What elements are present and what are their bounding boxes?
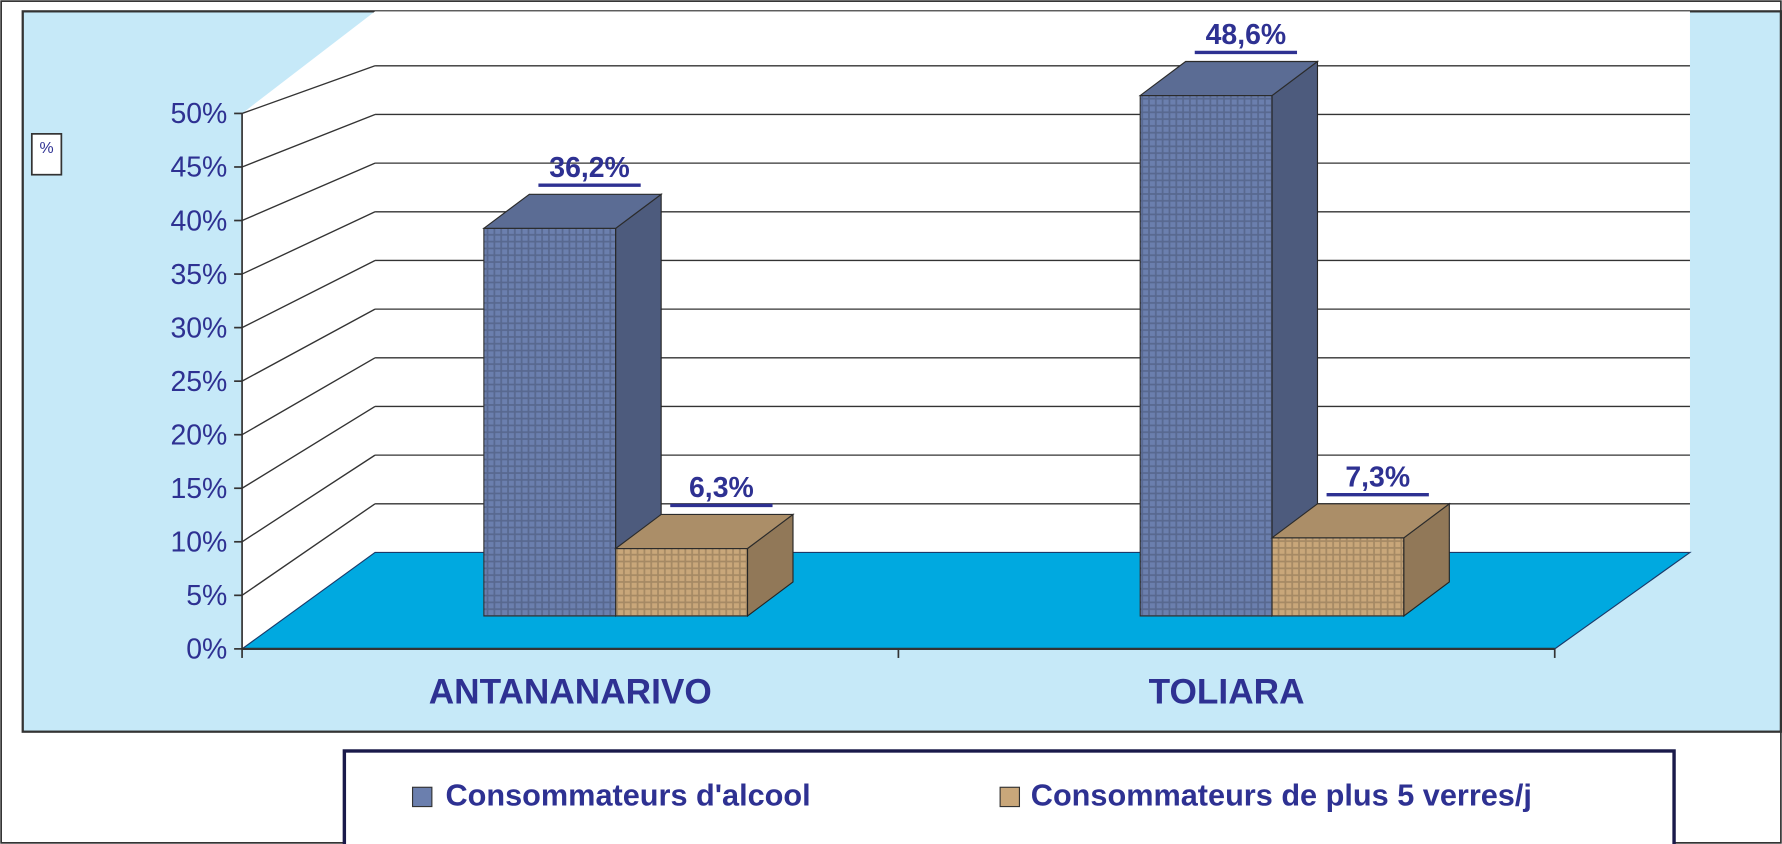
y-tick-label: 15%: [170, 473, 227, 505]
x-tick-label: TOLIARA: [1149, 673, 1305, 712]
y-tick-label: 40%: [170, 205, 227, 237]
bar-top: [1270, 503, 1452, 539]
value-label: 7,3%: [1345, 461, 1410, 493]
grid-line: [241, 357, 376, 436]
y-tick-label: 30%: [170, 312, 227, 344]
grid-line: [241, 162, 376, 222]
y-tick-label: 25%: [170, 366, 227, 398]
y-label-box: [30, 133, 63, 176]
legend-swatch: [999, 786, 1021, 808]
grid-line: [241, 454, 376, 543]
bar-texture: [483, 228, 616, 616]
grid-line: [241, 259, 376, 329]
grid-line: [241, 503, 376, 596]
y-tick-label: 5%: [186, 580, 227, 612]
x-tick-label: ANTANANARIVO: [429, 673, 712, 712]
grid-line: [241, 405, 376, 489]
y-tick-label: 0%: [186, 634, 227, 666]
value-label: 36,2%: [549, 152, 630, 184]
grid-line: [241, 211, 376, 275]
y-tick-label: 10%: [170, 527, 227, 559]
bar-top: [613, 513, 795, 550]
grid-line: [241, 308, 376, 382]
bar-top: [1138, 60, 1320, 97]
y-tick-label: 20%: [170, 419, 227, 451]
floor: [240, 551, 1692, 650]
value-label: 6,3%: [689, 472, 754, 504]
legend-label: Consommateurs de plus 5 verres/j: [1031, 779, 1532, 813]
value-label: 48,6%: [1206, 19, 1287, 51]
bar-texture: [1272, 537, 1404, 616]
y-tick-label: 35%: [170, 259, 227, 291]
grid-line: [241, 65, 376, 115]
legend-label: Consommateurs d'alcool: [446, 779, 811, 813]
y-tick-label: 50%: [170, 98, 227, 130]
bar-texture: [615, 548, 748, 616]
y-tick-label: 45%: [170, 152, 227, 184]
legend-swatch: [411, 786, 433, 808]
y-axis-label: %: [40, 140, 54, 157]
bar-top: [482, 193, 663, 229]
grid-line: [241, 113, 376, 168]
bar-texture: [1140, 95, 1273, 616]
